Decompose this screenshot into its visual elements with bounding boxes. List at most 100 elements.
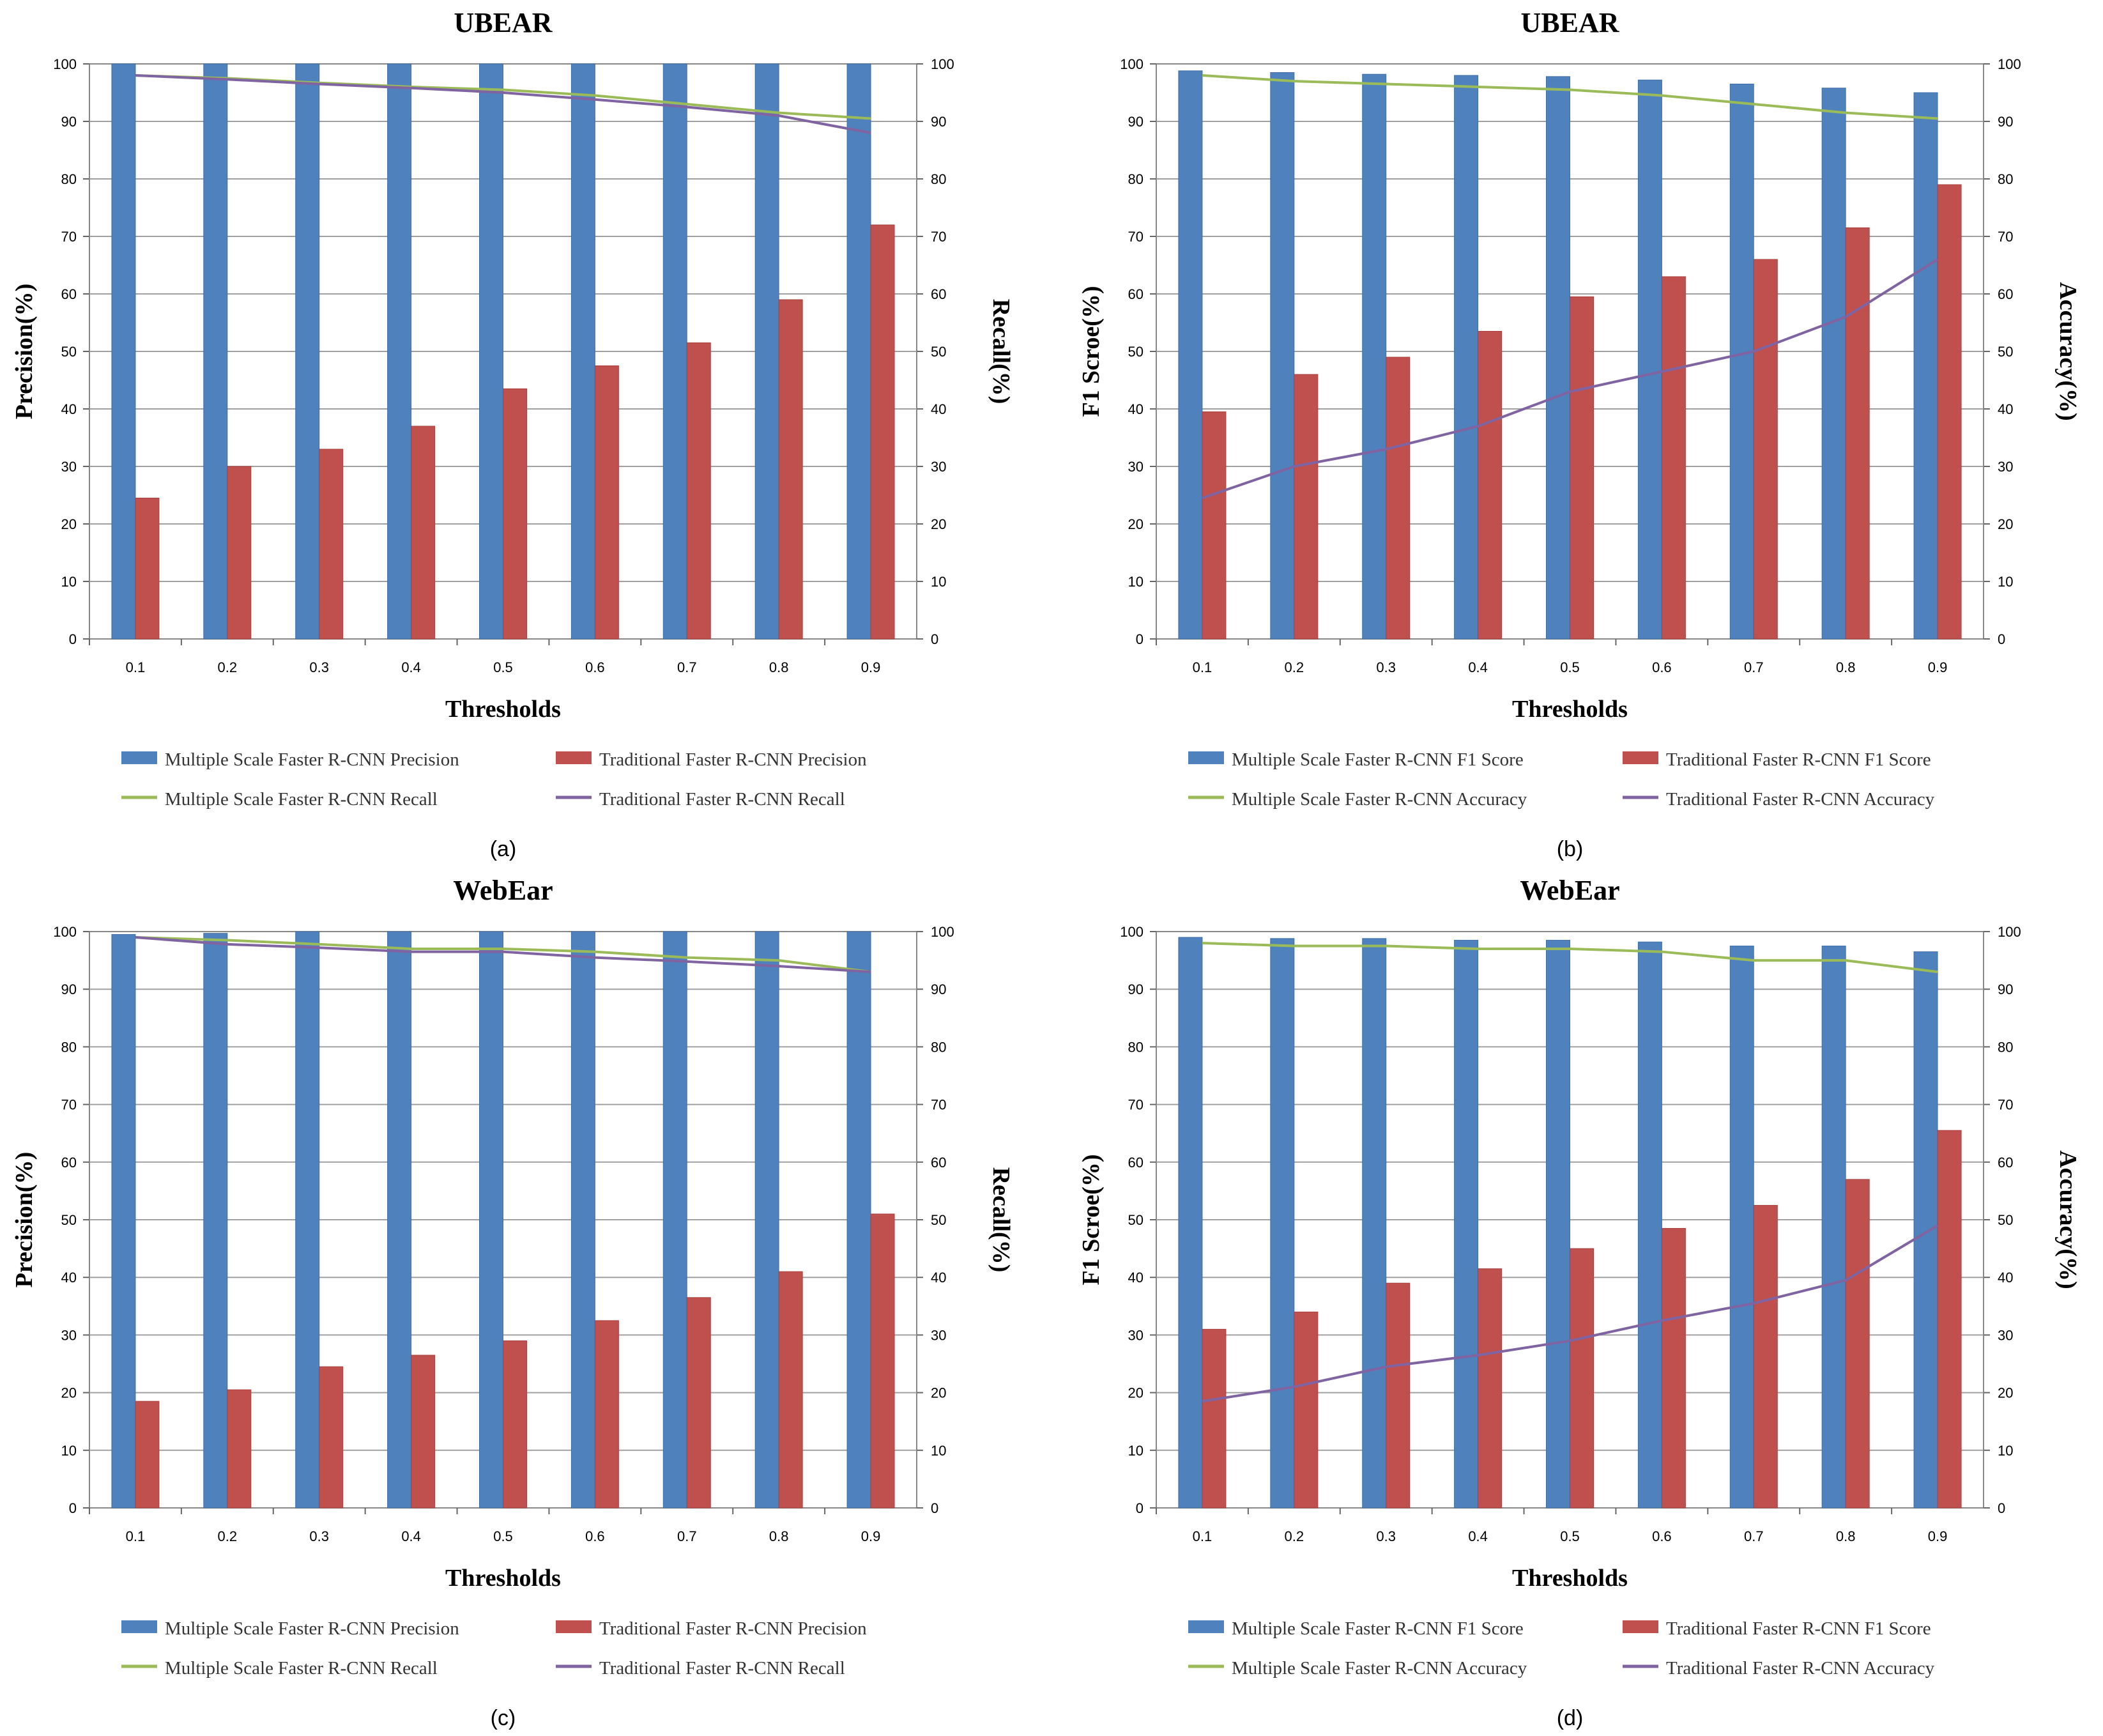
y-tick-label: 20 — [1128, 1385, 1143, 1401]
bar — [1753, 259, 1778, 640]
bar — [1845, 1179, 1870, 1509]
x-tick-label: 0.5 — [493, 659, 513, 675]
legend-swatch — [1188, 1620, 1224, 1633]
bar — [135, 1401, 160, 1509]
bar — [570, 63, 595, 640]
y-tick-label: 20 — [61, 1385, 77, 1401]
bar — [203, 63, 228, 640]
legend-label: Multiple Scale Faster R-CNN Accuracy — [1232, 1658, 1527, 1678]
bar — [1937, 184, 1962, 640]
y2-axis-label: Accuracy(%) — [2054, 282, 2081, 420]
series-line — [135, 936, 871, 974]
x-tick-label: 0.1 — [126, 1528, 146, 1544]
y2-tick-label: 40 — [1998, 1270, 2013, 1286]
x-tick-label: 0.2 — [1285, 659, 1304, 675]
legend-label: Traditional Faster R-CNN Precision — [599, 1618, 867, 1639]
bar — [503, 1340, 527, 1509]
y2-tick-label: 60 — [1998, 1155, 2013, 1171]
bar — [479, 63, 503, 640]
legend-swatch — [556, 1620, 592, 1633]
x-tick-label: 0.9 — [861, 1528, 881, 1544]
y2-tick-label: 30 — [1998, 459, 2013, 475]
y-axis-label: F1 Scroe(%) — [1078, 1154, 1105, 1285]
y2-tick-label: 80 — [1998, 1039, 2013, 1055]
bar — [1270, 72, 1295, 640]
bar — [1821, 88, 1846, 640]
y2-tick-label: 50 — [931, 344, 946, 360]
bar — [1386, 357, 1411, 640]
y2-tick-label: 50 — [1998, 344, 2013, 360]
x-tick-label: 0.9 — [1928, 659, 1948, 675]
y2-tick-label: 70 — [1998, 229, 2013, 245]
x-axis-label: Thresholds — [445, 1565, 561, 1592]
x-tick-label: 0.6 — [585, 659, 605, 675]
chart-title: WebEar — [453, 875, 553, 906]
bar — [1454, 75, 1479, 640]
y-tick-label: 90 — [1128, 114, 1143, 130]
y2-tick-label: 80 — [931, 1039, 946, 1055]
bar — [754, 931, 779, 1509]
y2-axis-label: Recall(%) — [988, 1167, 1014, 1273]
chart-panel: 0 0 10 10 20 20 30 30 40 40 50 50 60 60 70 70 80 80 90 90 10… — [11, 875, 1014, 1730]
y2-tick-label: 90 — [1998, 981, 2013, 997]
bar — [1478, 1268, 1503, 1509]
y2-tick-label: 80 — [931, 171, 946, 187]
panel-caption: (a) — [490, 837, 517, 861]
bar — [479, 931, 503, 1509]
bar — [319, 449, 344, 640]
y-tick-label: 60 — [61, 286, 77, 302]
legend-label: Multiple Scale Faster R-CNN Precision — [165, 749, 459, 770]
chart-title: UBEAR — [1520, 7, 1619, 38]
x-tick-label: 0.3 — [1376, 1528, 1396, 1544]
y-tick-label: 70 — [61, 1097, 77, 1113]
y-tick-label: 10 — [61, 1443, 77, 1459]
legend-label: Traditional Faster R-CNN Accuracy — [1666, 789, 1935, 810]
bar — [1729, 946, 1754, 1509]
y-tick-label: 50 — [1128, 1212, 1143, 1228]
y2-tick-label: 90 — [931, 981, 946, 997]
bar — [411, 1355, 436, 1509]
bar — [662, 931, 687, 1509]
legend-label: Traditional Faster R-CNN Recall — [599, 789, 845, 810]
y-tick-label: 50 — [1128, 344, 1143, 360]
y-tick-label: 60 — [1128, 1155, 1143, 1171]
legend-label: Multiple Scale Faster R-CNN F1 Score — [1232, 749, 1524, 770]
bar — [1637, 79, 1662, 640]
y2-tick-label: 50 — [931, 1212, 946, 1228]
y2-tick-label: 70 — [1998, 1097, 2013, 1113]
legend-swatch — [121, 1620, 157, 1633]
x-tick-label: 0.9 — [1928, 1528, 1948, 1544]
y2-tick-label: 100 — [1998, 924, 2021, 940]
x-tick-label: 0.9 — [861, 659, 881, 675]
bar — [503, 388, 527, 640]
y2-tick-label: 0 — [1998, 631, 2005, 647]
bar — [594, 365, 619, 640]
y2-tick-label: 70 — [931, 229, 946, 245]
x-tick-label: 0.5 — [493, 1528, 513, 1544]
x-tick-label: 0.8 — [1836, 1528, 1856, 1544]
x-axis-label: Thresholds — [445, 696, 561, 723]
bar — [1937, 1130, 1962, 1509]
x-tick-label: 0.4 — [1468, 659, 1488, 675]
chart-title: UBEAR — [454, 7, 553, 38]
y-tick-label: 100 — [53, 924, 77, 940]
y2-tick-label: 60 — [931, 1155, 946, 1171]
x-tick-label: 0.1 — [1193, 1528, 1212, 1544]
y-tick-label: 10 — [1128, 574, 1143, 590]
panel-caption: (c) — [491, 1706, 516, 1730]
y2-tick-label: 40 — [931, 1270, 946, 1286]
x-tick-label: 0.6 — [1652, 1528, 1672, 1544]
y2-tick-label: 60 — [931, 286, 946, 302]
y2-tick-label: 30 — [931, 1327, 946, 1343]
legend-label: Multiple Scale Faster R-CNN F1 Score — [1232, 1618, 1524, 1639]
y-tick-label: 40 — [61, 1270, 77, 1286]
bar — [1202, 1328, 1227, 1509]
y2-tick-label: 100 — [931, 56, 954, 72]
y2-tick-label: 10 — [931, 574, 946, 590]
bar — [1661, 276, 1686, 640]
bar — [870, 224, 895, 640]
bar — [227, 1389, 252, 1509]
y-tick-label: 40 — [1128, 401, 1143, 417]
bar — [1546, 76, 1570, 640]
panel-caption: (d) — [1557, 1706, 1584, 1730]
